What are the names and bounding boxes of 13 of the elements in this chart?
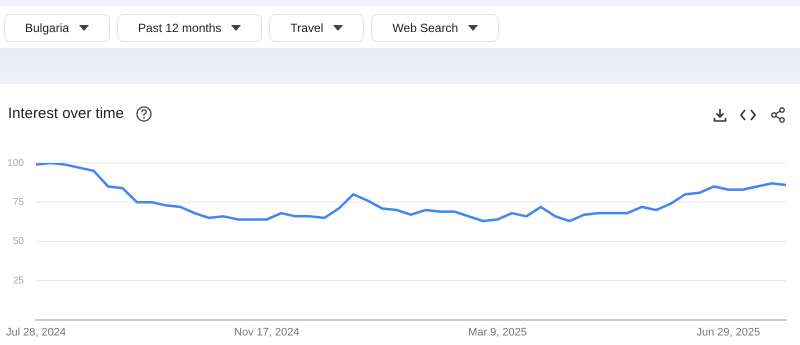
x-tick-label: Mar 9, 2025 bbox=[468, 326, 527, 338]
x-tick-label: Nov 17, 2024 bbox=[234, 326, 300, 338]
y-tick-label: 100 bbox=[7, 158, 24, 169]
y-tick-label: 50 bbox=[12, 236, 24, 248]
text: Web Search bbox=[392, 21, 458, 35]
text: Bulgaria bbox=[25, 21, 70, 35]
y-tick-label: 75 bbox=[12, 196, 24, 208]
text: Past 12 months bbox=[138, 21, 222, 35]
y-tick-label: 25 bbox=[12, 275, 24, 286]
text: Travel bbox=[290, 21, 324, 35]
x-tick-label: Jul 28, 2024 bbox=[6, 326, 66, 338]
x-tick-label: Jun 29, 2025 bbox=[696, 326, 760, 338]
chart-title: Interest over time bbox=[8, 105, 124, 122]
